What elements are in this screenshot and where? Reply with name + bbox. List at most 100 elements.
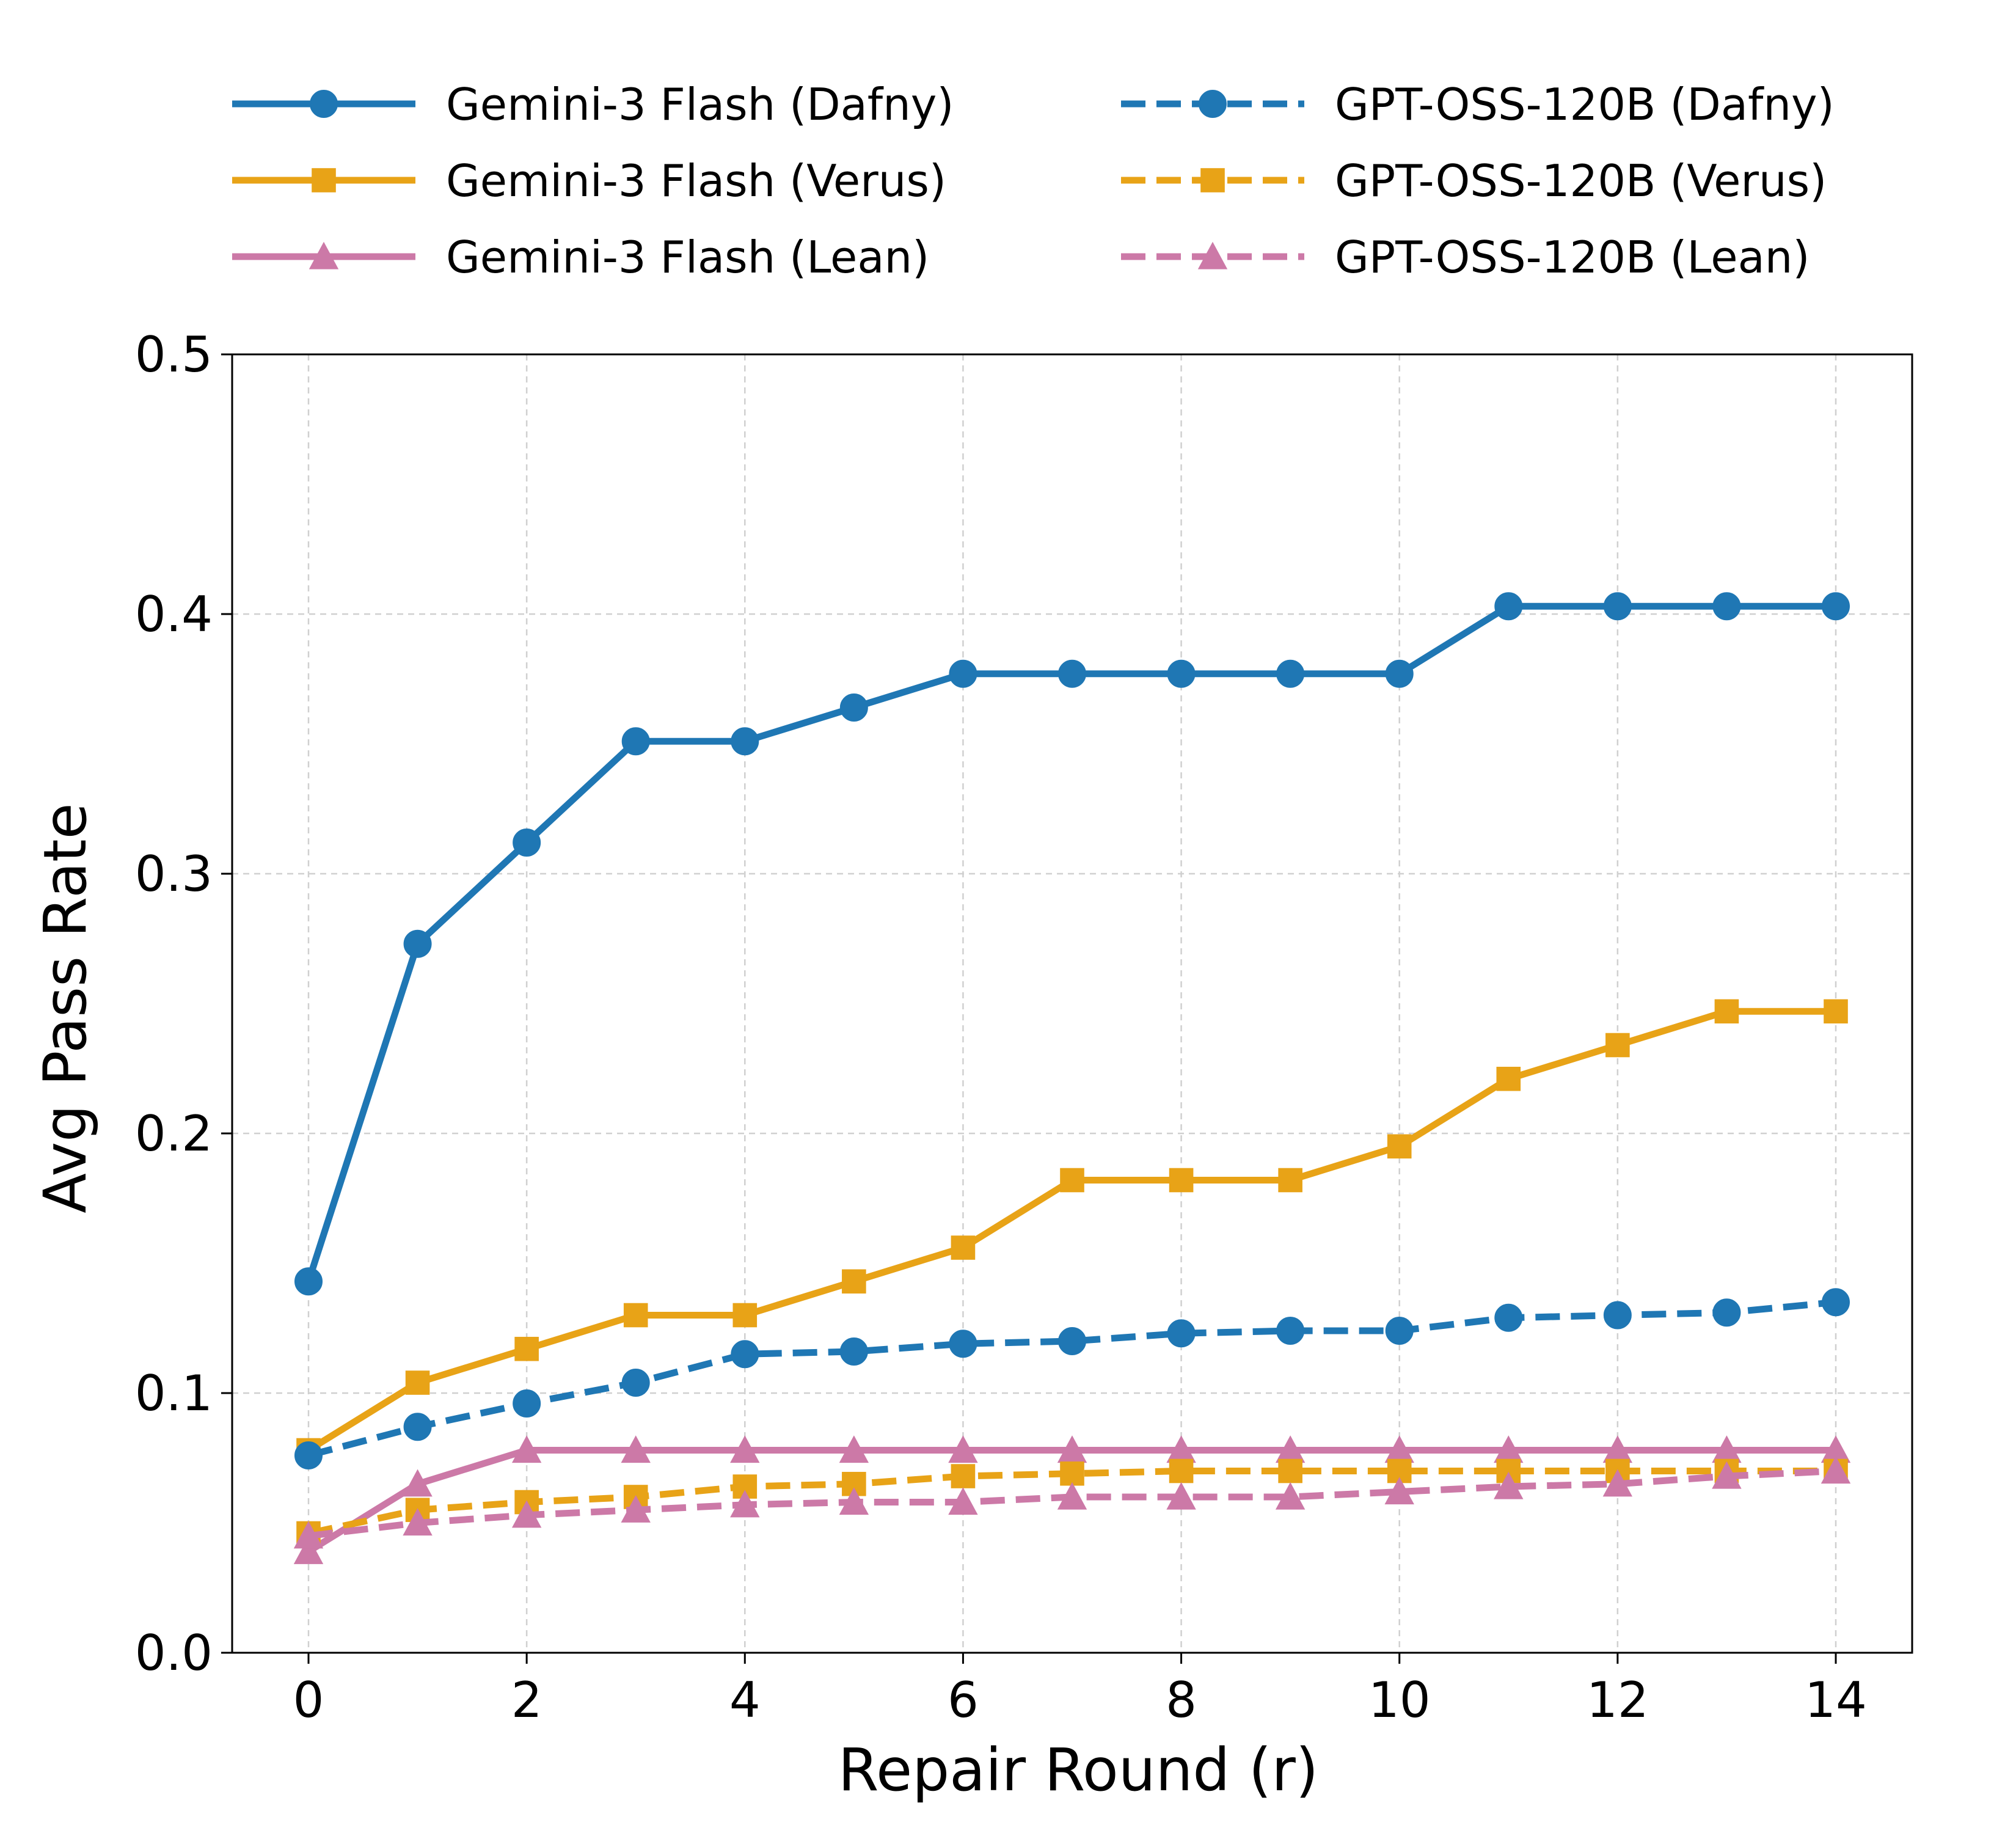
data-point: [1166, 1435, 1196, 1463]
x-tick-label: 14: [1805, 1672, 1867, 1729]
data-point: [842, 1269, 866, 1294]
data-point: [732, 1303, 758, 1328]
x-tick-label: 4: [729, 1672, 761, 1729]
data-point: [948, 1487, 978, 1515]
data-point: [1494, 592, 1523, 621]
series-gemini-3-flash-lean: [293, 1435, 1851, 1564]
data-point: [1057, 1435, 1087, 1463]
data-point: [1602, 1435, 1633, 1463]
data-point: [621, 1369, 650, 1397]
data-point: [1494, 1435, 1524, 1463]
legend-item: GPT-OSS-120B (Lean): [1121, 232, 1810, 283]
data-point: [1712, 1435, 1742, 1463]
data-point: [839, 1435, 869, 1463]
y-tick-label: 0.1: [135, 1365, 213, 1422]
legend-marker: [1199, 90, 1227, 118]
legend-label: GPT-OSS-120B (Lean): [1335, 232, 1810, 283]
legend-item: GPT-OSS-120B (Verus): [1121, 155, 1827, 207]
x-axis-title: Repair Round (r): [838, 1736, 1319, 1804]
data-point: [1385, 659, 1414, 688]
y-axis: 0.0 0.1 0.2 0.3 0.4 0.5: [135, 326, 232, 1681]
data-point: [949, 659, 977, 688]
data-point: [621, 727, 650, 756]
data-point: [403, 1508, 433, 1536]
y-tick-label: 0.0: [135, 1625, 213, 1681]
x-tick-label: 10: [1368, 1672, 1431, 1729]
data-point: [1169, 1168, 1194, 1193]
legend-label: GPT-OSS-120B (Verus): [1335, 155, 1827, 207]
y-tick-label: 0.2: [135, 1105, 213, 1162]
data-point: [1496, 1066, 1521, 1091]
data-point: [1278, 1168, 1302, 1193]
data-point: [1167, 1319, 1196, 1348]
series-layer: [293, 592, 1851, 1564]
x-tick-label: 8: [1166, 1672, 1197, 1729]
data-point: [513, 1389, 541, 1418]
data-point: [949, 1330, 977, 1358]
legend-marker: [310, 90, 338, 118]
legend-item: Gemini-3 Flash (Lean): [232, 232, 929, 283]
data-point: [621, 1435, 651, 1463]
legend-item: Gemini-3 Flash (Verus): [232, 155, 946, 207]
data-point: [403, 1413, 432, 1441]
data-point: [1167, 659, 1196, 688]
series-gpt-oss-120b-lean: [293, 1456, 1851, 1549]
data-point: [948, 1435, 978, 1463]
data-point: [511, 1500, 542, 1528]
data-point: [514, 1336, 539, 1361]
data-point: [1060, 1461, 1084, 1486]
data-point: [1714, 999, 1739, 1024]
legend-item: Gemini-3 Flash (Dafny): [232, 79, 954, 130]
data-point: [1166, 1482, 1196, 1510]
legend-marker: [312, 168, 336, 192]
data-point: [1494, 1303, 1523, 1332]
legend-label: GPT-OSS-120B (Dafny): [1335, 79, 1835, 130]
x-tick-label: 2: [511, 1672, 542, 1729]
data-point: [1821, 1456, 1851, 1484]
data-point: [839, 693, 868, 722]
series-gemini-3-flash-verus: [296, 999, 1848, 1463]
data-point: [294, 1267, 323, 1296]
data-point: [731, 727, 759, 756]
y-tick-label: 0.3: [135, 846, 213, 902]
data-point: [1276, 1317, 1305, 1345]
x-tick-label: 12: [1587, 1672, 1649, 1729]
data-point: [403, 929, 432, 958]
y-tick-label: 0.4: [135, 586, 213, 643]
legend: Gemini-3 Flash (Dafny) Gemini-3 Flash (Ve…: [232, 79, 1835, 283]
data-point: [730, 1490, 760, 1518]
data-point: [951, 1235, 976, 1260]
data-point: [1821, 1435, 1851, 1463]
data-point: [1387, 1134, 1412, 1159]
data-point: [405, 1370, 430, 1395]
data-point: [293, 1521, 324, 1549]
legend-marker: [1200, 168, 1225, 192]
data-point: [1275, 1482, 1306, 1510]
data-point: [839, 1337, 868, 1366]
data-point: [1822, 1288, 1850, 1317]
data-point: [1058, 659, 1086, 688]
data-point: [1712, 592, 1741, 621]
data-point: [294, 1441, 323, 1469]
series-gpt-oss-120b-dafny: [294, 1288, 1850, 1469]
data-point: [1058, 1327, 1086, 1355]
data-point: [1057, 1482, 1087, 1510]
data-point: [621, 1495, 651, 1523]
series-line: [307, 1008, 1836, 1454]
data-point: [1712, 1298, 1741, 1327]
data-point: [403, 1469, 433, 1497]
data-point: [1385, 1317, 1414, 1345]
plot-frame: [231, 353, 1913, 1654]
data-point: [839, 1487, 869, 1515]
data-point: [951, 1464, 976, 1488]
data-point: [1603, 1301, 1632, 1330]
legend-label: Gemini-3 Flash (Dafny): [446, 79, 954, 130]
x-tick-label: 0: [293, 1672, 324, 1729]
series-line: [307, 1298, 1836, 1459]
data-point: [1494, 1471, 1524, 1499]
data-point: [1169, 1458, 1194, 1484]
legend-label: Gemini-3 Flash (Lean): [446, 232, 929, 283]
x-axis: 0 2 4 6 8 10 12 14: [293, 1653, 1867, 1729]
x-tick-label: 6: [948, 1672, 979, 1729]
